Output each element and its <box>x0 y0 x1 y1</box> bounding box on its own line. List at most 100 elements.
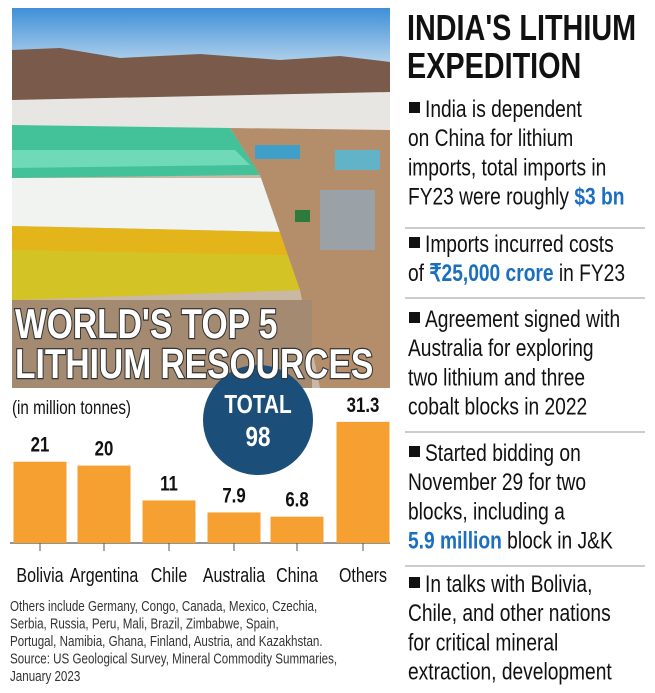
value-label-group: 11 <box>160 473 178 496</box>
bullet-text: Agreement signed with <box>425 305 620 333</box>
bullet-line-group: India is dependent <box>425 95 582 123</box>
value-label: 21 <box>31 434 50 457</box>
bullet-square <box>409 577 420 588</box>
bar <box>142 500 196 543</box>
bullet-text: in FY23 <box>554 259 625 287</box>
bullet-text: extraction, development <box>408 658 612 686</box>
bar <box>77 465 131 543</box>
photo <box>12 8 390 388</box>
footnote-group: Serbia, Russia, Peru, Mali, Brazil, Zimb… <box>10 615 279 632</box>
bullet-line: blocks, including a <box>408 497 566 525</box>
footnote-group: January 2023 <box>10 668 80 685</box>
bullet-line: imports, total imports in <box>408 153 606 181</box>
category-label: Chile <box>151 564 187 586</box>
bullet-line: India is dependent <box>425 95 582 123</box>
bullet-text: Australia for exploring <box>408 334 594 362</box>
bullet-line-group: Agreement signed with <box>425 305 620 333</box>
bullet-line-group: for critical mineral <box>408 628 558 656</box>
bullet-text: for critical mineral <box>408 628 558 656</box>
bullet-line: Chile, and other nations <box>408 599 611 627</box>
value-label: 31.3 <box>347 394 380 417</box>
bullet-line: Australia for exploring <box>408 334 594 362</box>
bullet-line: of ₹25,000 crore in FY23 <box>408 259 625 287</box>
bullet-line: extraction, development <box>408 658 612 686</box>
category-label: Others <box>339 564 387 586</box>
value-label-group: 6.8 <box>285 489 308 512</box>
bullet-line: for critical mineral <box>408 628 558 656</box>
category-label-group: Bolivia <box>16 564 64 586</box>
bullet-line: FY23 were roughly $3 bn <box>408 183 625 211</box>
bullet-square <box>409 237 420 248</box>
bullet-text: Chile, and other nations <box>408 599 611 627</box>
footnote: Source: US Geological Survey, Mineral Co… <box>10 650 337 667</box>
category-label-group: Others <box>339 564 387 586</box>
bullet-line: cobalt blocks in 2022 <box>408 393 587 421</box>
highlight: 5.9 million <box>408 527 502 555</box>
bullet-text: India is dependent <box>425 95 582 123</box>
chart-title: WORLD'S TOP 5 <box>15 302 277 348</box>
bullet-line-group: of ₹25,000 crore in FY23 <box>408 259 625 287</box>
footnote: Others include Germany, Congo, Canada, M… <box>10 598 317 615</box>
bar <box>13 461 67 543</box>
bullet-line-group: extraction, development <box>408 658 612 686</box>
value-label: 6.8 <box>285 489 308 512</box>
footnote-group: Source: US Geological Survey, Mineral Co… <box>10 650 337 667</box>
highlight: ₹25,000 crore <box>429 259 553 287</box>
bullet-text: FY23 were roughly <box>408 183 574 211</box>
bullet-text: Imports incurred costs <box>425 230 614 258</box>
total-badge <box>203 365 313 475</box>
bullet-text: November 29 for two <box>408 468 586 496</box>
footnote-group: Portugal, Namibia, Ghana, Finland, Austr… <box>10 633 323 650</box>
bullet-line-group: Started bidding on <box>425 439 581 467</box>
bullet-line: 5.9 million block in J&K <box>408 527 613 555</box>
footnote: Serbia, Russia, Peru, Mali, Brazil, Zimb… <box>10 615 279 632</box>
bullet-text: two lithium and three <box>408 363 585 391</box>
value-label: 20 <box>95 438 114 461</box>
bullet-text: blocks, including a <box>408 497 566 525</box>
sidebar-title: INDIA'S LITHIUM <box>407 7 636 48</box>
bar <box>270 516 324 543</box>
bullet-line: Started bidding on <box>425 439 581 467</box>
subtitle-group: (in million tonnes) <box>12 396 131 418</box>
bullet-text: imports, total imports in <box>408 153 606 181</box>
bullet-line-group: Imports incurred costs <box>425 230 614 258</box>
value-label: 7.9 <box>222 485 245 508</box>
bullet-line: two lithium and three <box>408 363 585 391</box>
footnote: January 2023 <box>10 668 80 685</box>
bullet-line: on China for lithium <box>408 124 573 152</box>
chart-title-group: WORLD'S TOP 5 <box>14 300 279 349</box>
bullet-line-group: In talks with Bolivia, <box>425 570 592 598</box>
bullet-line-group: on China for lithium <box>408 124 573 152</box>
value-label-group: 7.9 <box>222 485 245 508</box>
bullet-line-group: two lithium and three <box>408 363 585 391</box>
chart-title-group: LITHIUM RESOURCES <box>14 340 374 389</box>
bar <box>207 512 261 543</box>
total-label: TOTAL <box>224 390 291 419</box>
category-label: Bolivia <box>16 564 64 586</box>
bullet-line-group: Chile, and other nations <box>408 599 611 627</box>
category-label: Australia <box>203 564 266 586</box>
bullet-text: Started bidding on <box>425 439 581 467</box>
bullet-text: In talks with Bolivia, <box>425 570 592 598</box>
value-label-group: 20 <box>95 438 114 461</box>
bullet-line-group: FY23 were roughly $3 bn <box>408 183 625 211</box>
chart-title: LITHIUM RESOURCES <box>15 342 373 388</box>
bullet-line: November 29 for two <box>408 468 586 496</box>
footnote: Portugal, Namibia, Ghana, Finland, Austr… <box>10 633 323 650</box>
footnote-group: Others include Germany, Congo, Canada, M… <box>10 598 317 615</box>
total-value-group: 98 <box>246 422 271 453</box>
bullet-text: cobalt blocks in 2022 <box>408 393 587 421</box>
bullet-text: on China for lithium <box>408 124 573 152</box>
sidebar-title: EXPEDITION <box>407 45 581 86</box>
highlight: $3 bn <box>574 183 624 211</box>
total-label-group: TOTAL <box>224 390 291 419</box>
bullet-line-group: blocks, including a <box>408 497 566 525</box>
bullet-line-group: November 29 for two <box>408 468 586 496</box>
category-label-group: China <box>276 564 319 586</box>
bullet-line-group: Australia for exploring <box>408 334 594 362</box>
sidebar-title-group: EXPEDITION <box>407 45 581 86</box>
category-label: Argentina <box>70 564 139 586</box>
value-label: 11 <box>160 473 178 496</box>
bullet-line-group: cobalt blocks in 2022 <box>408 393 587 421</box>
bullet-line-group: imports, total imports in <box>408 153 606 181</box>
